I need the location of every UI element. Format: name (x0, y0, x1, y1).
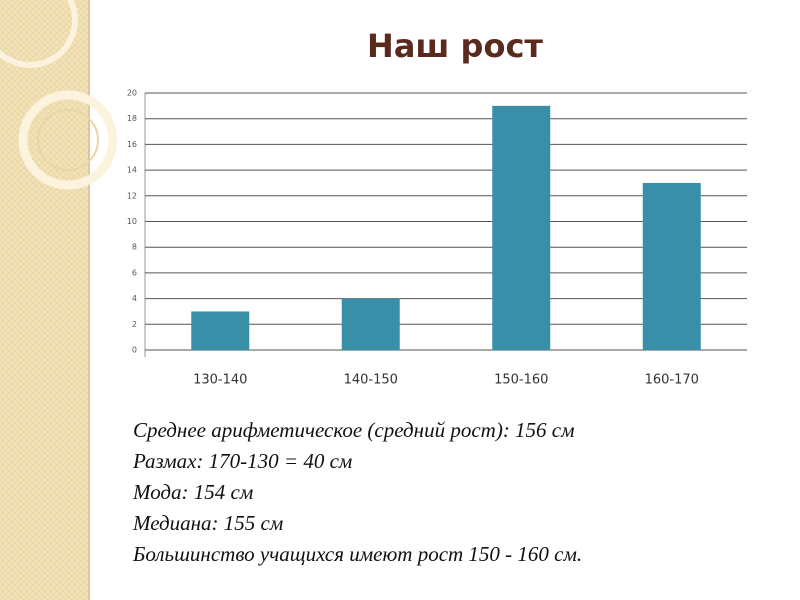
note-line: Медиана: 155 см (132, 511, 283, 535)
y-tick-label: 16 (127, 140, 137, 149)
note-line: Размах: 170-130 = 40 см (132, 449, 352, 473)
deco-circle (18, 90, 118, 190)
bar (341, 298, 400, 350)
note-line: Мода: 154 см (132, 480, 253, 504)
y-tick-label: 8 (132, 243, 137, 252)
chart-title: Наш рост (367, 27, 543, 65)
y-tick-label: 0 (132, 346, 137, 355)
y-tick-label: 2 (132, 320, 137, 329)
side-strip (0, 0, 88, 600)
y-tick-label: 14 (127, 166, 137, 175)
bar (492, 105, 551, 350)
x-tick-label: 160-170 (645, 373, 699, 388)
x-tick-label: 140-150 (344, 373, 398, 388)
y-tick-label: 10 (127, 217, 137, 226)
y-tick-label: 18 (127, 114, 137, 123)
y-tick-label: 6 (132, 268, 137, 277)
deco-circle (37, 109, 99, 171)
note-line: Большинство учащихся имеют рост 150 - 16… (132, 542, 582, 566)
y-tick-label: 20 (127, 89, 137, 98)
x-tick-label: 150-160 (494, 373, 548, 388)
x-tick-label: 130-140 (193, 373, 247, 388)
y-tick-label: 12 (127, 191, 137, 200)
deco-circle (0, 0, 78, 68)
bar (642, 182, 701, 350)
bar (191, 311, 250, 350)
y-tick-label: 4 (132, 294, 137, 303)
note-line: Среднее арифметическое (средний рост): 1… (133, 418, 575, 442)
